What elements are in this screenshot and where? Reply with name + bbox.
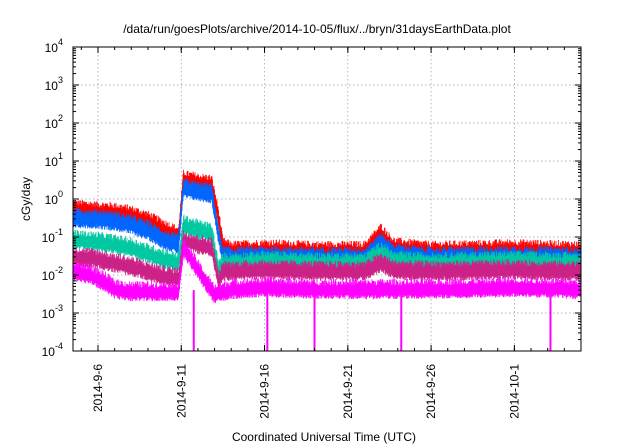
y-tick-exponent: 1 (58, 151, 63, 161)
y-axis-label: cGy/day (19, 177, 33, 221)
chart-title: /data/run/goesPlots/archive/2014-10-05/f… (123, 22, 511, 36)
y-tick-label: 103 (45, 75, 63, 93)
y-tick-exponent: 2 (58, 113, 63, 123)
y-tick-label: 10-4 (42, 341, 63, 359)
y-tick-label: 10-3 (42, 303, 63, 321)
y-tick-label: 100 (45, 189, 63, 207)
x-axis-label: Coordinated Universal Time (UTC) (232, 430, 416, 444)
y-tick-exponent: 0 (58, 189, 63, 199)
x-tick-label: 2014-9-16 (258, 364, 272, 419)
x-tick-label: 2014-9-11 (174, 364, 188, 418)
x-tick-label: 2014-9-21 (341, 364, 355, 419)
series-layer (72, 169, 582, 351)
series-band (73, 169, 581, 262)
series-line (72, 246, 582, 296)
y-tick-label: 10-2 (42, 265, 63, 283)
series-line (72, 188, 582, 259)
y-tick-label: 102 (45, 113, 63, 131)
y-tick-exponent: -3 (55, 303, 63, 313)
y-tick-label: 101 (45, 151, 63, 169)
x-tick-label: 2014-9-6 (91, 364, 105, 412)
series-line (72, 239, 582, 286)
y-tick-label: 104 (45, 37, 63, 55)
x-tick-labels: 2014-9-6 2014-9-11 2014-9-16 2014-9-21 2014-… (91, 364, 521, 419)
x-tick-label: 2014-9-26 (424, 364, 438, 419)
grid (73, 47, 581, 351)
y-tick-exponent: 3 (58, 75, 63, 85)
x-tick-label: 2014-10-1 (507, 364, 521, 419)
y-tick-exponent: -4 (55, 341, 63, 351)
y-tick-exponent: -1 (55, 227, 63, 237)
y-tick-exponent: -2 (55, 265, 63, 275)
ticks (73, 46, 582, 352)
y-tick-exponent: 4 (58, 37, 63, 47)
y-tick-label: 10-1 (42, 227, 63, 245)
